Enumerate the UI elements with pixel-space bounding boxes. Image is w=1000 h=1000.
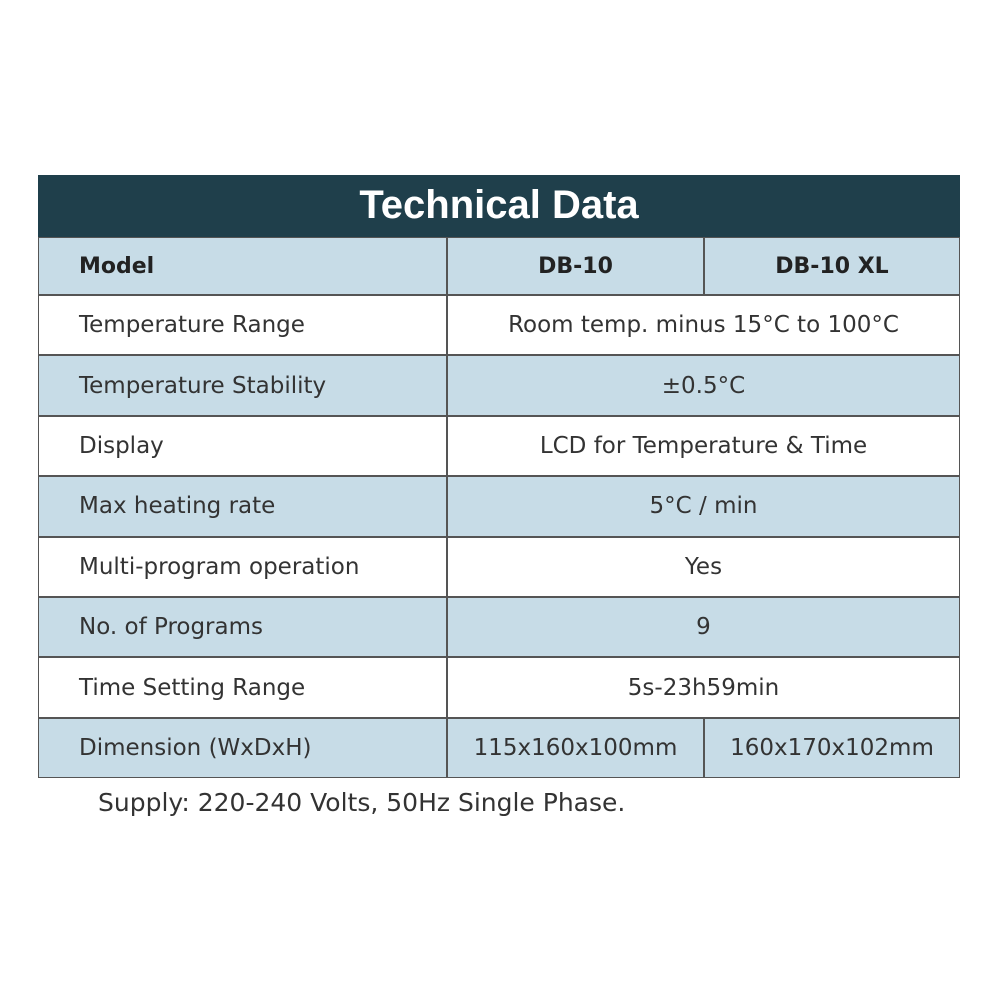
row-label: No. of Programs — [38, 597, 447, 658]
value-cell: 9 — [447, 597, 960, 658]
value-cell: Yes — [447, 536, 960, 597]
value-cell: 5s-23h59min — [447, 657, 960, 718]
value-cell: Room temp. minus 15°C to 100°C — [447, 295, 960, 356]
row-label: Multi-program operation — [38, 536, 447, 597]
row-label: Temperature Stability — [38, 355, 447, 416]
value-cell: LCD for Temperature & Time — [447, 415, 960, 477]
row-label: Max heating rate — [38, 476, 447, 537]
row-label: Display — [38, 415, 447, 477]
row-label: Temperature Range — [38, 295, 447, 356]
header-cell: Model — [38, 237, 447, 295]
table-title: Technical Data — [38, 175, 960, 237]
row-label: Dimension (WxDxH) — [38, 717, 447, 779]
header-cell: DB-10 — [447, 237, 704, 295]
value-cell: 160x170x102mm — [704, 717, 960, 779]
value-cell: 115x160x100mm — [447, 717, 704, 779]
row-label: Time Setting Range — [38, 657, 447, 718]
value-cell: ±0.5°C — [447, 355, 960, 416]
value-cell: 5°C / min — [447, 476, 960, 537]
footnote: Supply: 220-240 Volts, 50Hz Single Phase… — [98, 788, 626, 817]
header-cell: DB-10 XL — [704, 237, 960, 295]
